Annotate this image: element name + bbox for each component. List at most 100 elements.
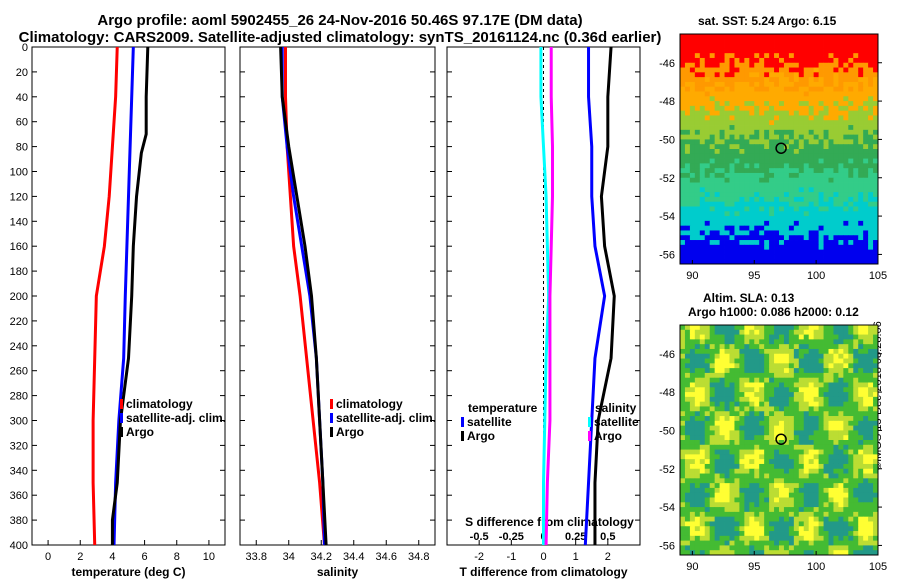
salinity-xlabel: salinity [317, 565, 359, 579]
diff-legend-label: Argo [467, 429, 495, 443]
depth-tick-label: 340 [10, 465, 28, 477]
temperature-legend-swatch [120, 399, 123, 409]
sla-map-xtick-label: 100 [807, 561, 825, 573]
diff-legend-swatch [588, 431, 591, 441]
temperature-xtick-label: 2 [77, 551, 83, 563]
depth-tick-label: 320 [10, 440, 28, 452]
s-tick-label: -0.25 [499, 531, 524, 543]
salinity-legend-swatch [330, 413, 333, 423]
sst-map-xtick-label: 95 [748, 270, 760, 282]
temperature-xtick-label: 8 [174, 551, 180, 563]
sst-map-ytick-label: -52 [659, 173, 675, 185]
temperature-frame [31, 46, 226, 546]
depth-tick-label: 100 [10, 167, 28, 179]
temperature-series-argo [110, 46, 150, 545]
sla-map-ytick-label: -54 [659, 502, 675, 514]
sla-map-ytick-label: -52 [659, 464, 675, 476]
sst-map-ytick-label: -50 [659, 134, 675, 146]
diff-legend-label: satellite [594, 415, 639, 429]
temperature-xtick-label: 10 [203, 551, 215, 563]
sst-map-ytick-label: -54 [659, 211, 675, 223]
salinity-xtick-label: 34.6 [376, 551, 397, 563]
salinity-legend-label: satellite-adj. clim. [336, 411, 436, 425]
depth-tick-label: 200 [10, 291, 28, 303]
depth-tick-label: 140 [10, 216, 28, 228]
depth-tick-label: 40 [16, 92, 28, 104]
sla-map-ytick-label: -46 [659, 349, 675, 361]
diff-legend-swatch [461, 417, 464, 427]
sst-map-ytick-label: -56 [659, 249, 675, 261]
salinity-xtick-label: 34 [283, 551, 295, 563]
temperature-series-satellite-adj-clim- [112, 46, 135, 546]
depth-tick-label: 120 [10, 191, 28, 203]
difference-series-s-argo [544, 47, 555, 546]
depth-tick-label: 300 [10, 416, 28, 428]
diff-legend-label: Argo [594, 429, 622, 443]
difference-xtick-label: 1 [573, 551, 579, 563]
s-tick-label: 0.5 [600, 531, 615, 543]
sla-map-field [680, 325, 879, 556]
sla-map-xtick-label: 95 [748, 561, 760, 573]
salinity-legend-swatch [330, 427, 333, 437]
sst-map-xtick-label: 90 [686, 270, 698, 282]
sla-map-ytick-label: -56 [659, 540, 675, 552]
depth-tick-label: 20 [16, 67, 28, 79]
sla-title-1: Altim. SLA: 0.13 [703, 291, 795, 305]
title-line-1: Argo profile: aoml 5902455_26 24-Nov-201… [97, 12, 583, 29]
temperature-xtick-label: 4 [109, 551, 115, 563]
diff-legend-swatch [461, 431, 464, 441]
sst-map-ytick-label: -48 [659, 96, 675, 108]
sst-map-xtick-label: 105 [869, 270, 887, 282]
diff-legend-label: satellite [467, 415, 512, 429]
temperature-legend-swatch [120, 413, 123, 423]
depth-tick-label: 60 [16, 117, 28, 129]
salinity-legend-swatch [330, 399, 333, 409]
sla-map-xtick-label: 105 [869, 561, 887, 573]
s-tick-label: 0.25 [565, 531, 586, 543]
temperature-xlabel: temperature (deg C) [71, 565, 185, 579]
depth-tick-label: 260 [10, 366, 28, 378]
depth-tick-label: 380 [10, 515, 28, 527]
difference-xtick-label: -2 [474, 551, 484, 563]
difference-xtick-label: 2 [605, 551, 611, 563]
legend-s-title: salinity [595, 401, 637, 415]
diff-legend-swatch [588, 417, 591, 427]
sst-title: sat. SST: 5.24 Argo: 6.15 [698, 14, 837, 28]
depth-tick-label: 280 [10, 391, 28, 403]
temperature-legend-label: satellite-adj. clim. [126, 411, 226, 425]
sst-map-argo-marker [775, 142, 787, 154]
temperature-series-climatology [91, 46, 119, 546]
salinity-legend-label: Argo [336, 425, 364, 439]
temperature-xtick-label: 6 [142, 551, 148, 563]
salinity-xtick-label: 33.8 [246, 551, 267, 563]
sla-map-frame [679, 324, 879, 556]
sla-map-ytick-label: -48 [659, 387, 675, 399]
sst-map-frame [679, 33, 879, 265]
legend-t-title: temperature [468, 401, 538, 415]
salinity-xtick-label: 34.2 [311, 551, 332, 563]
depth-tick-label: 400 [10, 540, 28, 552]
depth-tick-label: 220 [10, 316, 28, 328]
difference-xtick-label: 0 [540, 551, 546, 563]
salinity-frame [239, 46, 436, 546]
salinity-series-argo [279, 46, 328, 546]
sst-map-field [680, 34, 879, 265]
depth-tick-label: 180 [10, 266, 28, 278]
sst-map-xtick-label: 100 [807, 270, 825, 282]
sla-title-2: Argo h1000: 0.086 h2000: 0.12 [688, 305, 859, 319]
sla-map-argo-marker [775, 433, 787, 445]
difference-series-t-satellite [583, 47, 607, 546]
sst-map-ytick-label: -46 [659, 58, 675, 70]
sla-map-ytick-label: -50 [659, 425, 675, 437]
s-tick-label: -0.5 [470, 531, 489, 543]
difference-series-s-satellite [539, 47, 551, 545]
depth-tick-label: 360 [10, 490, 28, 502]
temperature-xtick-label: 0 [45, 551, 51, 563]
depth-tick-label: 160 [10, 241, 28, 253]
depth-tick-label: 240 [10, 341, 28, 353]
depth-tick-label: 0 [22, 42, 28, 54]
difference-xtick-label: -1 [506, 551, 516, 563]
depth-tick-label: 80 [16, 142, 28, 154]
difference-series-t-argo [593, 46, 616, 545]
